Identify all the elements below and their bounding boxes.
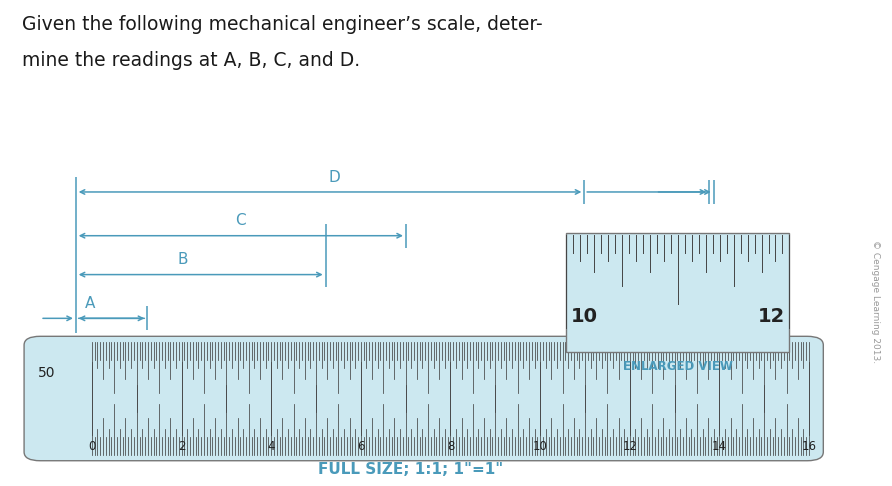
FancyBboxPatch shape xyxy=(24,336,823,461)
Text: 0: 0 xyxy=(88,440,95,453)
Text: 10: 10 xyxy=(571,307,598,326)
Text: 12: 12 xyxy=(757,307,785,326)
Text: B: B xyxy=(178,252,188,267)
Bar xyxy=(566,233,789,352)
Text: 6: 6 xyxy=(357,440,365,453)
Text: © Cengage Learning 2013.: © Cengage Learning 2013. xyxy=(871,240,880,363)
Text: 8: 8 xyxy=(447,440,454,453)
Text: mine the readings at A, B, C, and D.: mine the readings at A, B, C, and D. xyxy=(22,51,360,70)
Text: Given the following mechanical engineer’s scale, deter-: Given the following mechanical engineer’… xyxy=(22,15,543,34)
Text: A: A xyxy=(85,296,95,311)
Text: C: C xyxy=(235,213,246,228)
Text: ENLARGED VIEW: ENLARGED VIEW xyxy=(623,360,733,373)
Text: 12: 12 xyxy=(623,440,637,453)
Text: 50: 50 xyxy=(38,366,56,380)
Text: 2: 2 xyxy=(178,440,186,453)
Text: 14: 14 xyxy=(712,440,727,453)
Text: 16: 16 xyxy=(802,440,816,453)
Text: 10: 10 xyxy=(533,440,548,453)
Text: D: D xyxy=(328,170,341,185)
Text: 4: 4 xyxy=(268,440,275,453)
Text: FULL SIZE; 1:1; 1"=1": FULL SIZE; 1:1; 1"=1" xyxy=(318,462,503,477)
